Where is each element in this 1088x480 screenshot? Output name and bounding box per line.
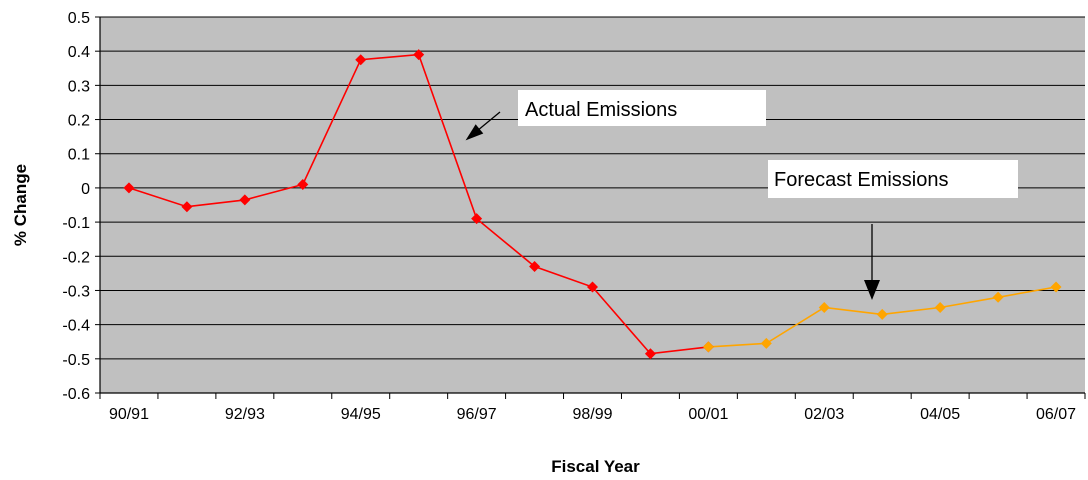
x-tick-label: 92/93 bbox=[225, 406, 265, 423]
data-point-marker bbox=[471, 213, 483, 225]
x-tick-label: 96/97 bbox=[457, 406, 497, 423]
data-point-marker bbox=[644, 348, 656, 360]
data-point-marker bbox=[297, 178, 309, 190]
annotations: Actual Emissions Forecast Emissions bbox=[465, 90, 1018, 300]
data-point-marker bbox=[355, 54, 367, 66]
actual-emissions-label: Actual Emissions bbox=[525, 99, 677, 121]
actual-emissions-arrow bbox=[475, 111, 501, 132]
data-point-marker bbox=[818, 302, 830, 314]
data-point-marker bbox=[413, 49, 425, 61]
data-point-marker bbox=[934, 302, 946, 314]
data-point-marker bbox=[181, 201, 193, 213]
y-tick-label: -0.6 bbox=[62, 386, 90, 403]
x-tick-label: 02/03 bbox=[804, 406, 844, 423]
actual-emissions-label-box bbox=[518, 90, 766, 126]
y-tick-label: 0.2 bbox=[68, 113, 90, 130]
forecast-emissions-arrowhead bbox=[864, 280, 880, 300]
x-tick-label: 90/91 bbox=[109, 406, 149, 423]
data-point-marker bbox=[876, 308, 888, 320]
y-tick-label: 0.5 bbox=[68, 10, 90, 27]
actual-emissions-arrowhead bbox=[465, 124, 484, 141]
y-tick-label: -0.1 bbox=[62, 215, 90, 232]
data-point-marker bbox=[1050, 281, 1062, 293]
data-point-marker bbox=[239, 194, 251, 206]
data-point-marker bbox=[992, 291, 1004, 303]
y-tick-label: -0.2 bbox=[62, 249, 90, 266]
data-point-marker bbox=[587, 281, 598, 293]
x-axis-title: Fiscal Year bbox=[551, 457, 640, 476]
y-tick-label: 0.1 bbox=[68, 147, 90, 164]
y-tick-label: 0.4 bbox=[68, 44, 90, 61]
data-point-marker bbox=[529, 261, 541, 273]
y-tick-label: -0.4 bbox=[62, 318, 90, 335]
axes bbox=[99, 17, 1085, 394]
y-tick-label: 0 bbox=[81, 181, 90, 198]
x-tick-label: 94/95 bbox=[341, 406, 381, 423]
data-point-marker bbox=[760, 337, 772, 349]
y-tick-label: -0.5 bbox=[62, 352, 90, 369]
plot-area bbox=[100, 17, 1085, 393]
series-markers bbox=[123, 49, 1062, 360]
y-tick-label: -0.3 bbox=[62, 283, 90, 300]
x-tick-label: 00/01 bbox=[688, 406, 728, 423]
data-point-marker bbox=[123, 182, 135, 194]
data-point-marker bbox=[702, 341, 714, 353]
forecast-emissions-label: Forecast Emissions bbox=[774, 169, 949, 191]
x-tick-label: 98/99 bbox=[572, 406, 612, 423]
plot-background bbox=[100, 17, 1085, 393]
y-axis-title: % Change bbox=[11, 164, 30, 246]
x-tick-labels: 90/91 92/93 94/95 96/97 98/99 00/01 02/03 04/05… bbox=[99, 393, 1086, 423]
y-tick-label: 0.3 bbox=[68, 78, 90, 95]
forecast-emissions-label-box bbox=[768, 160, 1018, 198]
y-tick-labels: 0.5 0.4 0.3 0.2 0.1 0 -0.1 -0.2 -0.3 -0.4 -0.5 -0.6 bbox=[62, 10, 100, 403]
x-tick-label: 06/07 bbox=[1036, 406, 1076, 423]
x-tick-label: 04/05 bbox=[920, 406, 960, 423]
